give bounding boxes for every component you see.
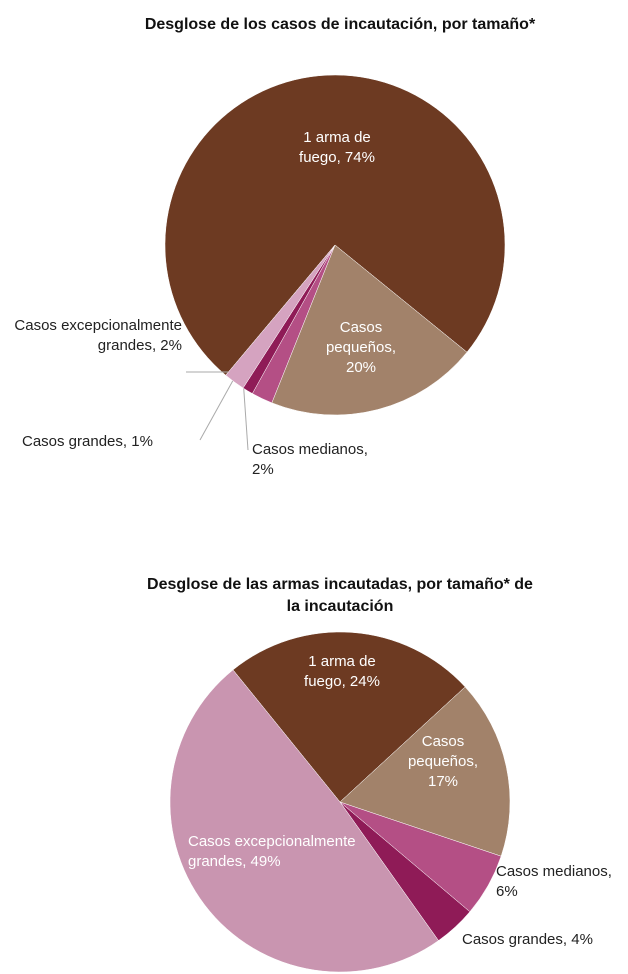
slice-label: 1 arma de fuego, 74% xyxy=(299,129,375,166)
leader-line xyxy=(242,377,249,451)
pie-slice xyxy=(271,244,468,416)
slice-label: Casos pequeños, 20% xyxy=(325,319,397,376)
pie-slice xyxy=(164,74,506,376)
chart-title: Desglose de los casos de incautación, po… xyxy=(144,16,536,33)
chart-title: Desglose de las armas incautadas, por ta… xyxy=(147,576,533,615)
slice-label: Casos medianos, 2% xyxy=(252,441,368,478)
slice-label: 1 arma de fuego, 24% xyxy=(304,653,380,690)
pie-slice xyxy=(232,631,466,803)
slice-label: Casos medianos, 6% xyxy=(496,863,612,900)
slice-label: Casos pequeños, 17% xyxy=(407,733,479,790)
slice-label: Casos excepcionalmente grandes, 49% xyxy=(188,833,356,870)
slice-label: Casos grandes, 4% xyxy=(462,931,593,948)
pie-slice xyxy=(169,669,439,973)
slice-label: Casos grandes, 1% xyxy=(22,433,153,450)
pie-slice xyxy=(339,686,511,857)
pie-slice xyxy=(225,244,336,389)
slice-label: Casos excepcionalmente grandes, 2% xyxy=(14,317,182,354)
leader-line xyxy=(199,374,237,441)
